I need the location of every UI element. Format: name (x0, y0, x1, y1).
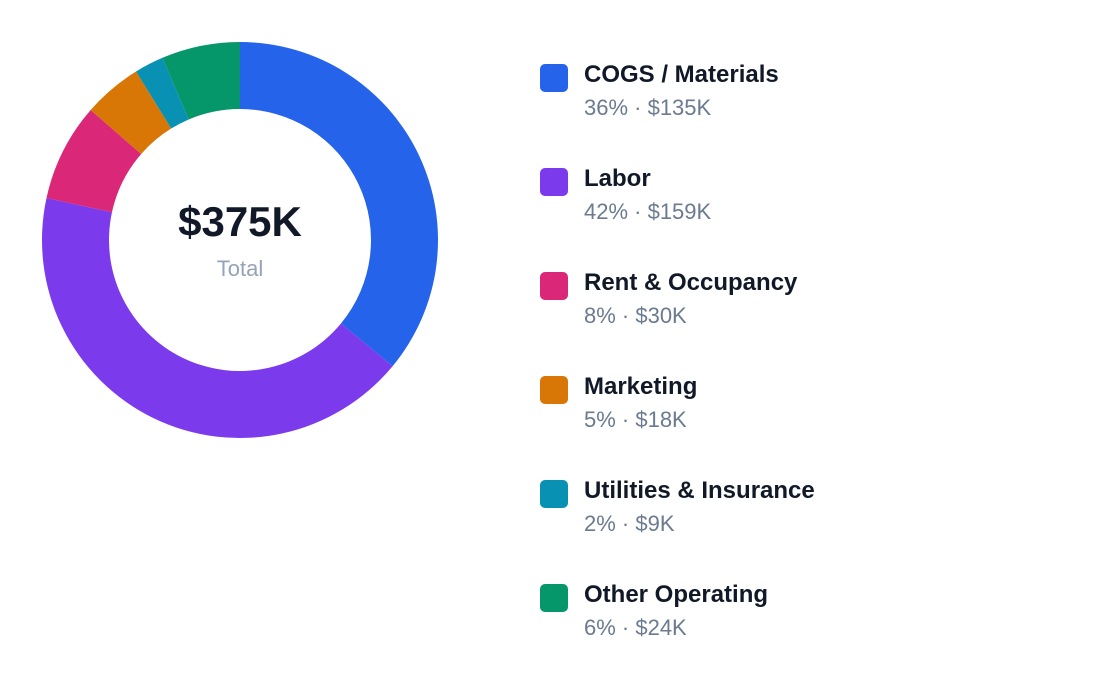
slice-labor[interactable] (41, 198, 393, 438)
legend-stats: 6% · $24K (584, 615, 687, 640)
donut-slices (41, 42, 439, 438)
legend-swatch (540, 376, 568, 404)
legend-stats: 2% · $9K (584, 511, 675, 536)
chart-legend: COGS / Materials 36% · $135K Labor 42% · $1… (540, 61, 1100, 685)
legend-label: COGS / Materials (584, 61, 779, 88)
slice-utilities-insurance[interactable] (136, 57, 189, 129)
legend-item-utilities-insurance[interactable]: Utilities & Insurance 2% · $9K (540, 477, 1100, 581)
total-value: $375K (178, 198, 302, 245)
slice-marketing[interactable] (90, 71, 172, 154)
legend-swatch (540, 584, 568, 612)
donut-chart: $375K Total (41, 42, 439, 438)
slice-other-operating[interactable] (162, 42, 240, 120)
legend-label: Marketing (584, 373, 698, 400)
legend-item-marketing[interactable]: Marketing 5% · $18K (540, 373, 1100, 477)
legend-swatch (540, 64, 568, 92)
legend-stats: 36% · $135K (584, 95, 712, 120)
legend-label: Utilities & Insurance (584, 477, 815, 504)
legend-label: Labor (584, 165, 651, 192)
slice-rent-occupancy[interactable] (46, 109, 142, 213)
legend-item-labor[interactable]: Labor 42% · $159K (540, 165, 1100, 269)
slice-cogs-materials[interactable] (240, 42, 439, 367)
legend-item-cogs-materials[interactable]: COGS / Materials 36% · $135K (540, 61, 1100, 165)
legend-label: Other Operating (584, 581, 769, 608)
legend-swatch (540, 480, 568, 508)
legend-stats: 5% · $18K (584, 407, 687, 432)
legend-swatch (540, 272, 568, 300)
legend-stats: 8% · $30K (584, 303, 687, 328)
legend-item-rent-occupancy[interactable]: Rent & Occupancy 8% · $30K (540, 269, 1100, 373)
legend-item-other-operating[interactable]: Other Operating 6% · $24K (540, 581, 1100, 685)
legend-stats: 42% · $159K (584, 199, 712, 224)
total-label: Total (217, 256, 263, 281)
legend-label: Rent & Occupancy (584, 269, 798, 296)
legend-swatch (540, 168, 568, 196)
